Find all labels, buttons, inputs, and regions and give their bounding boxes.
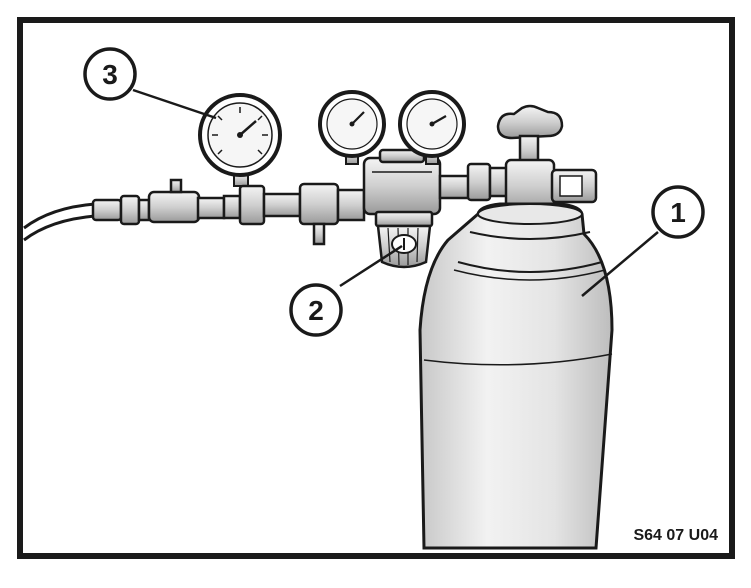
regulator-gauge-right xyxy=(398,90,466,165)
gauge-3 xyxy=(198,93,282,187)
regulator-gauge-left xyxy=(318,90,386,165)
hose-fitting xyxy=(91,178,226,226)
callout-1-label: 1 xyxy=(670,197,686,228)
callout-3: 3 xyxy=(83,47,137,101)
hose xyxy=(23,202,96,242)
leader-lines xyxy=(132,88,659,297)
callout-2: 2 xyxy=(289,283,343,337)
callout-1: 1 xyxy=(651,185,705,239)
cylinder-valve xyxy=(496,104,598,226)
callout-3-label: 3 xyxy=(102,59,118,90)
figure-code: S64 07 U04 xyxy=(633,527,718,544)
gas-cylinder xyxy=(418,202,614,550)
manifold xyxy=(222,182,366,246)
callout-2-label: 2 xyxy=(308,295,324,326)
regulator xyxy=(362,148,442,269)
